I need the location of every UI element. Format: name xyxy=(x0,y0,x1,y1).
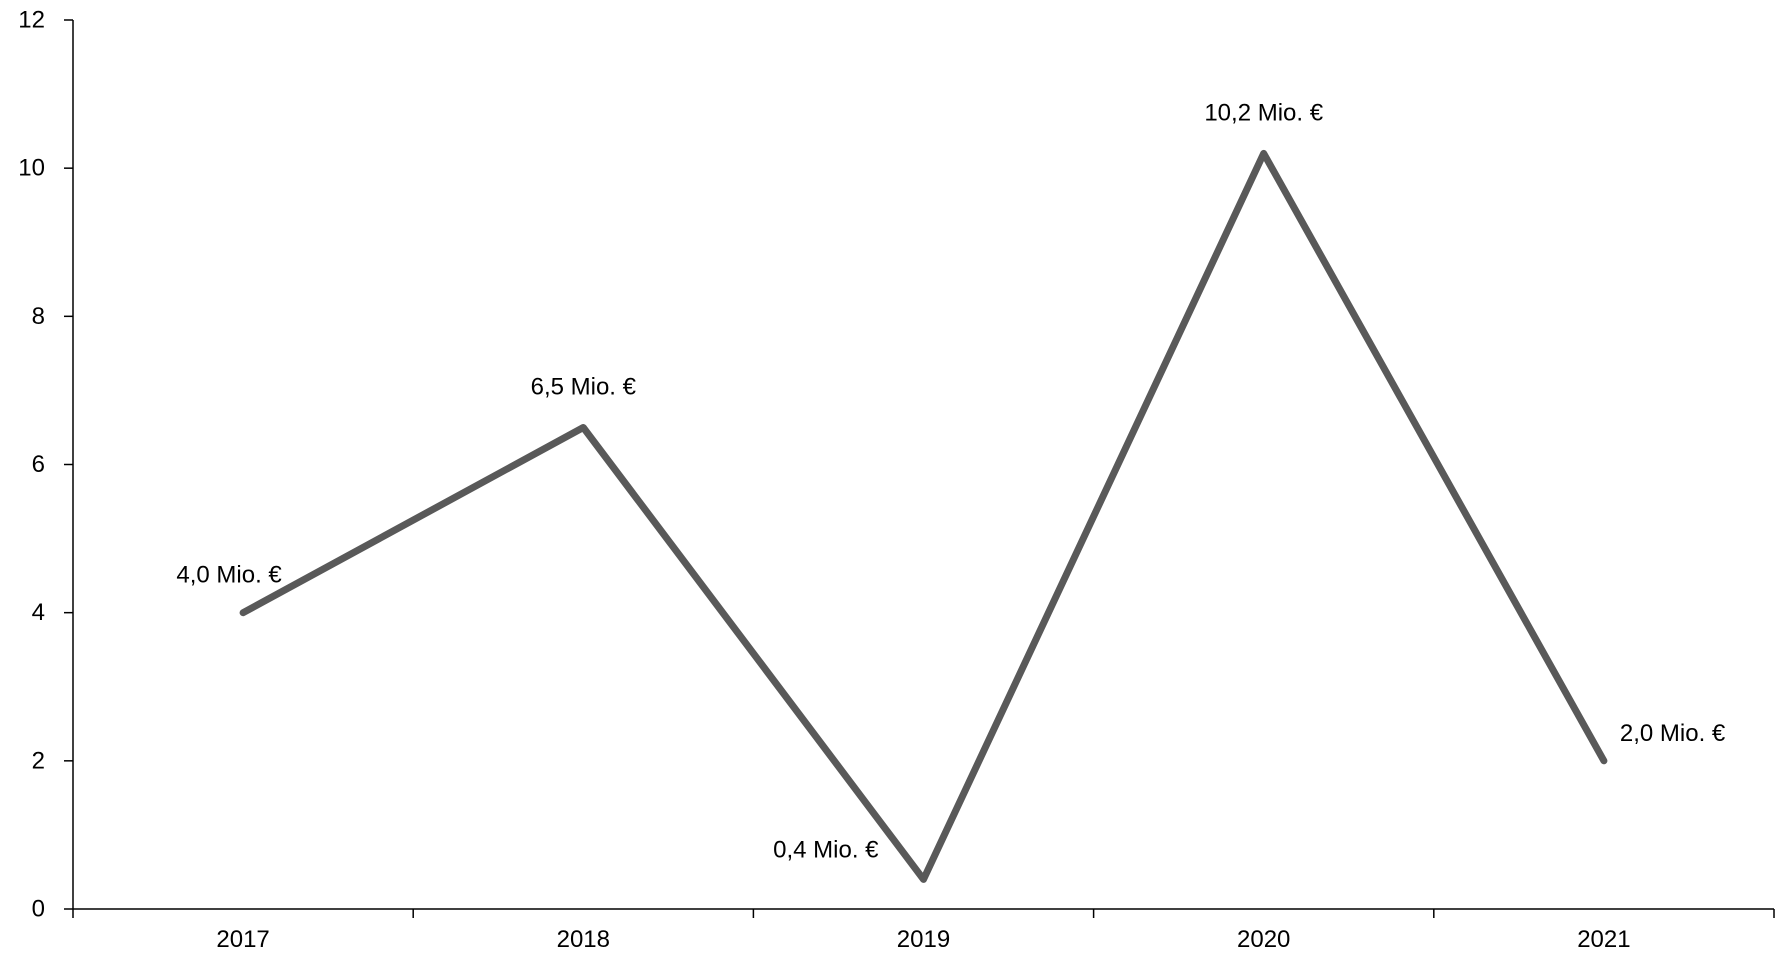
y-axis-ticks: 0 2 4 6 8 10 12 xyxy=(18,7,73,923)
x-tick-label: 2020 xyxy=(1237,926,1290,953)
y-tick-label: 2 xyxy=(32,747,45,774)
y-tick-label: 0 xyxy=(32,896,45,923)
data-label: 10,2 Mio. € xyxy=(1204,99,1323,126)
y-tick-label: 4 xyxy=(32,599,45,626)
plot-area: 4,0 Mio. € 6,5 Mio. € 0,4 Mio. € 10,2 Mio. … xyxy=(176,99,1726,883)
data-label: 4,0 Mio. € xyxy=(176,562,282,589)
x-tick-label: 2021 xyxy=(1577,926,1630,953)
y-tick-label: 10 xyxy=(18,155,45,182)
x-tick-label: 2017 xyxy=(216,926,269,953)
y-axis: 0 2 4 6 8 10 12 xyxy=(18,7,74,923)
x-axis-ticks: 2017 2018 2019 2020 2021 xyxy=(72,909,1775,953)
data-labels: 4,0 Mio. € 6,5 Mio. € 0,4 Mio. € 10,2 Mio. … xyxy=(176,99,1726,863)
data-label: 0,4 Mio. € xyxy=(773,836,879,863)
x-tick-label: 2018 xyxy=(557,926,610,953)
x-tick-label: 2019 xyxy=(897,926,950,953)
series-line xyxy=(239,149,1608,883)
data-label: 2,0 Mio. € xyxy=(1620,720,1726,747)
y-tick-label: 8 xyxy=(32,303,45,330)
y-tick-label: 12 xyxy=(18,7,45,34)
y-tick-label: 6 xyxy=(32,451,45,478)
x-axis: 2017 2018 2019 2020 2021 xyxy=(72,908,1775,953)
data-label: 6,5 Mio. € xyxy=(531,373,637,400)
